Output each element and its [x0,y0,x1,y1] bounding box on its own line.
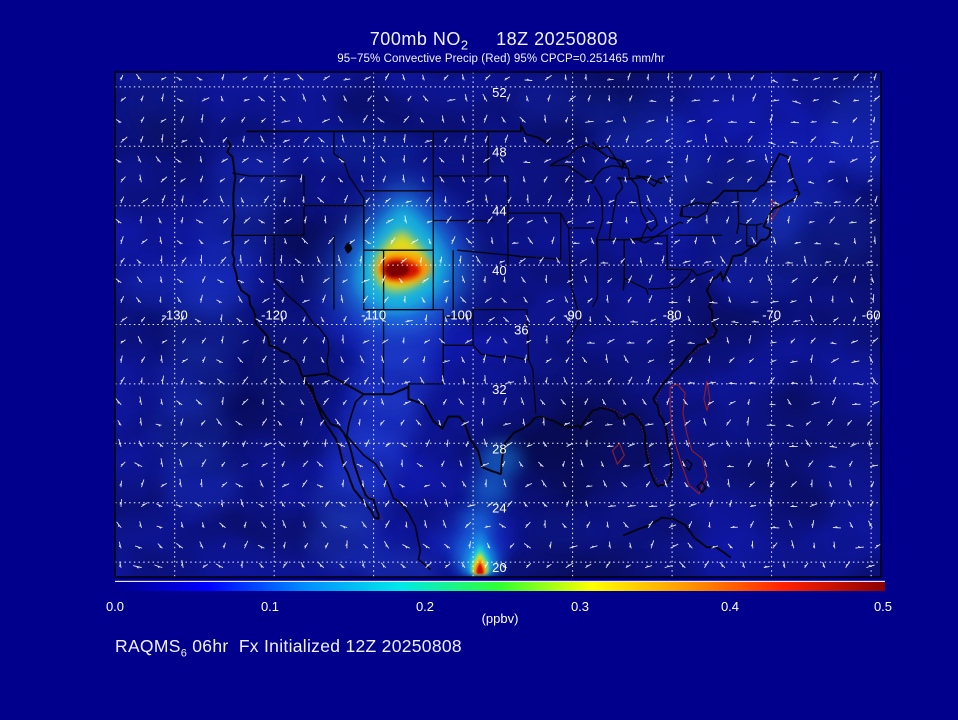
svg-text:(ppbv): (ppbv) [482,611,519,626]
svg-text:0.3: 0.3 [571,599,589,614]
svg-text:28: 28 [492,441,506,456]
svg-text:-120: -120 [261,308,287,323]
svg-text:0.4: 0.4 [721,599,739,614]
svg-text:0.5: 0.5 [874,599,892,614]
svg-text:0.2: 0.2 [416,599,434,614]
svg-text:24: 24 [492,501,506,516]
svg-text:-60: -60 [862,308,881,323]
svg-text:-130: -130 [162,308,188,323]
svg-text:32: 32 [492,382,506,397]
svg-text:-100: -100 [446,308,472,323]
svg-text:48: 48 [492,144,506,159]
svg-text:-90: -90 [563,308,582,323]
svg-text:-70: -70 [762,308,781,323]
svg-text:20: 20 [492,560,506,575]
svg-text:-110: -110 [361,308,386,323]
svg-text:40: 40 [492,263,506,278]
svg-text:-80: -80 [663,308,682,323]
svg-text:36: 36 [514,323,528,338]
svg-text:0.0: 0.0 [106,599,124,614]
svg-text:0.1: 0.1 [261,599,279,614]
svg-text:52: 52 [492,85,506,100]
svg-text:44: 44 [492,204,506,219]
